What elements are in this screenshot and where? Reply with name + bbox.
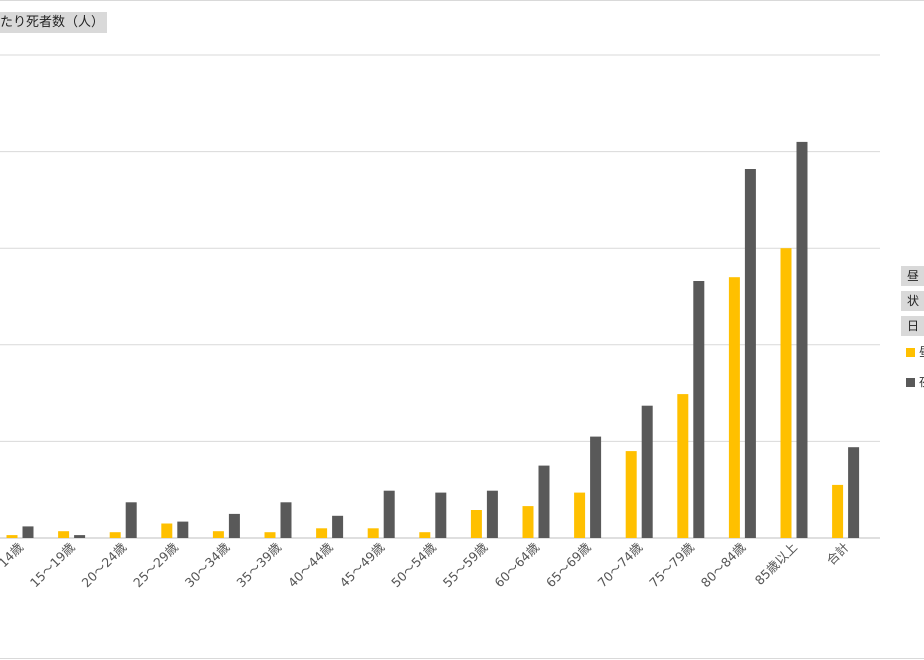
bar-series-2-6 xyxy=(332,515,344,538)
x-tick-label-9: 55～59歳 xyxy=(440,539,491,590)
x-tick-label-2: 20～24歳 xyxy=(79,539,130,590)
legend-tag-2: 状 xyxy=(901,291,924,311)
bar-series-2-5 xyxy=(280,502,292,538)
x-tick-label-13: 75～79歳 xyxy=(646,539,697,590)
bar-series-1-0 xyxy=(6,535,18,538)
bar-series-1-16 xyxy=(832,484,844,538)
bar-series-1-12 xyxy=(625,451,637,538)
legend-swatch-series-2 xyxy=(906,378,915,387)
x-tick-label-5: 35～39歳 xyxy=(233,539,284,590)
bar-series-1-7 xyxy=(367,528,379,538)
bar-series-2-8 xyxy=(435,492,447,538)
x-tick-label-14: 80～84歳 xyxy=(698,539,749,590)
bar-series-2-0 xyxy=(22,526,34,538)
bar-series-2-14 xyxy=(744,169,756,538)
bar-series-2-4 xyxy=(228,513,240,538)
x-tick-label-16: 合計 xyxy=(823,540,851,568)
bar-series-1-10 xyxy=(522,506,534,538)
bar-series-2-16 xyxy=(848,447,860,538)
legend-swatch-series-1 xyxy=(906,348,915,357)
bar-series-2-12 xyxy=(641,405,653,538)
bar-series-1-13 xyxy=(677,394,689,538)
bar-series-1-3 xyxy=(161,523,173,538)
bar-series-2-15 xyxy=(796,141,808,538)
bar-series-1-14 xyxy=(728,277,740,538)
frame-bottom-border xyxy=(0,658,924,659)
legend-tag-3: 日 xyxy=(901,316,924,336)
bar-series-2-7 xyxy=(383,490,395,538)
bar-series-2-1 xyxy=(74,535,86,538)
bar-series-2-10 xyxy=(538,465,550,538)
legend-tag-1: 昼 xyxy=(901,266,924,286)
bar-series-1-2 xyxy=(109,532,121,538)
bar-series-1-5 xyxy=(264,532,276,538)
x-tick-label-1: 15～19歳 xyxy=(27,539,78,590)
x-tick-label-10: 60～64歳 xyxy=(491,539,542,590)
x-tick-label-4: 30～34歳 xyxy=(182,539,233,590)
bar-series-1-6 xyxy=(316,528,328,538)
legend-label-series-1: 昼 xyxy=(919,344,924,360)
bar-series-1-1 xyxy=(58,531,70,538)
legend-label-series-2: 夜 xyxy=(919,374,924,390)
bar-series-1-9 xyxy=(470,510,482,538)
x-tick-label-15: 85歳以上 xyxy=(752,540,800,588)
x-tick-label-0: 14歳 xyxy=(0,539,26,570)
bars xyxy=(6,141,860,538)
frame-top-border xyxy=(0,0,924,1)
bar-series-1-15 xyxy=(780,248,792,538)
legend: 昼 夜 xyxy=(900,330,924,400)
x-tick-label-12: 70～74歳 xyxy=(595,539,646,590)
bar-series-2-13 xyxy=(693,281,705,538)
x-tick-label-3: 25～29歳 xyxy=(130,539,181,590)
bar-series-2-2 xyxy=(125,502,137,538)
x-tick-labels: 14歳 15～19歳 20～24歳 25～29歳 30～34歳 35～39歳 40～44歳 4… xyxy=(0,539,852,590)
bar-series-1-4 xyxy=(212,531,224,538)
y-axis-title: たり死者数（人） xyxy=(0,12,108,33)
bar-series-1-8 xyxy=(419,532,431,538)
x-tick-label-11: 65～69歳 xyxy=(543,539,594,590)
x-tick-label-8: 50～54歳 xyxy=(388,539,439,590)
x-tick-label-6: 40～44歳 xyxy=(285,539,336,590)
bar-series-2-3 xyxy=(177,521,189,538)
bar-series-2-11 xyxy=(590,436,602,538)
bar-series-1-11 xyxy=(574,492,586,538)
bar-series-2-9 xyxy=(486,490,498,538)
x-tick-label-7: 45～49歳 xyxy=(337,539,388,590)
